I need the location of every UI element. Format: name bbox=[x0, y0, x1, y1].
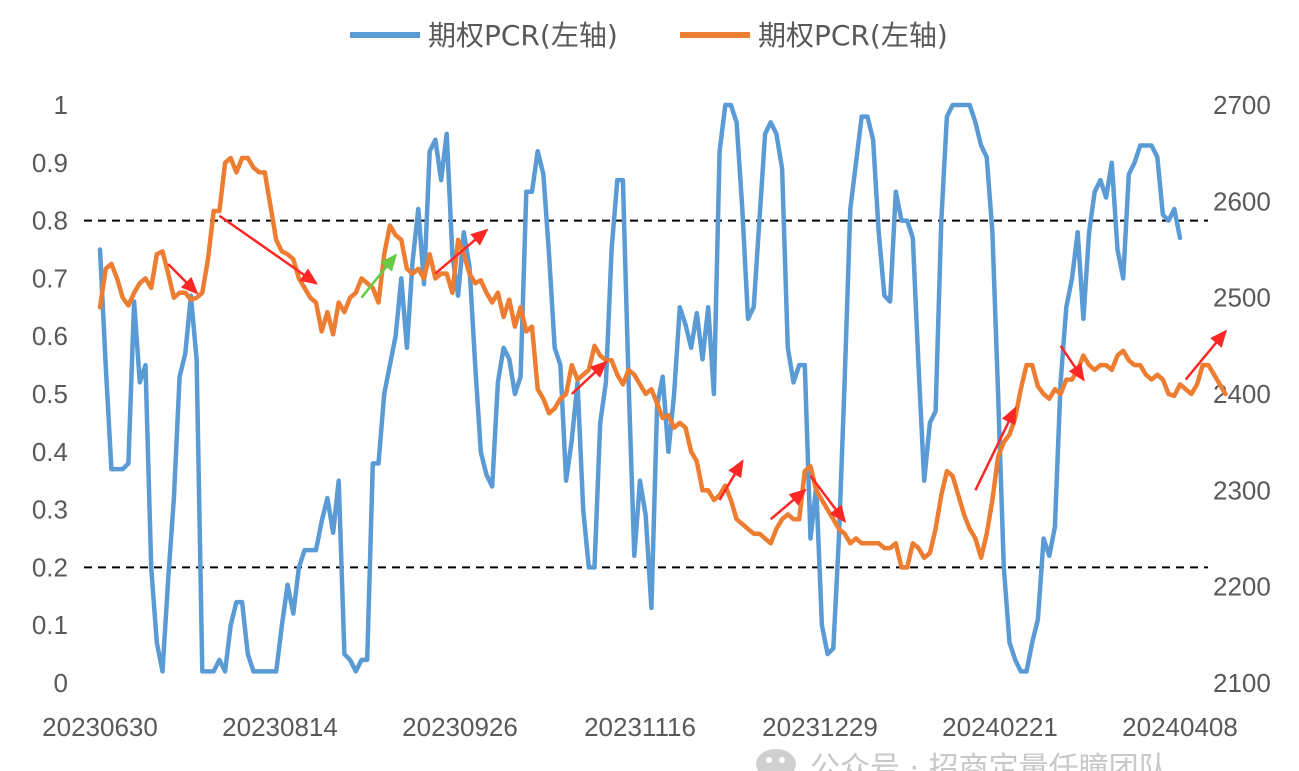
right-tick-label: 2700 bbox=[1213, 90, 1271, 120]
left-tick-label: 1 bbox=[54, 90, 68, 120]
left-tick-label: 0.1 bbox=[32, 610, 68, 640]
annotation-arrow-red bbox=[167, 263, 199, 295]
left-tick-label: 0.9 bbox=[32, 148, 68, 178]
series-line-orange bbox=[97, 155, 1228, 570]
x-tick-label: 20230926 bbox=[402, 712, 518, 742]
right-tick-label: 2300 bbox=[1213, 475, 1271, 505]
left-tick-label: 0.4 bbox=[32, 437, 68, 467]
left-tick-label: 0.7 bbox=[32, 263, 68, 293]
x-tick-label: 20231229 bbox=[762, 712, 878, 742]
x-tick-label: 20230630 bbox=[42, 712, 158, 742]
left-tick-label: 0.6 bbox=[32, 321, 68, 351]
x-axis-ticks: 20230630 20230814 20230926 20231116 20231229… bbox=[42, 712, 1238, 742]
right-tick-label: 2200 bbox=[1213, 572, 1271, 602]
legend-label-orange: 期权PCR(左轴) bbox=[758, 19, 948, 52]
series-lines bbox=[97, 102, 1228, 674]
left-tick-label: 0.3 bbox=[32, 495, 68, 525]
right-tick-label: 2600 bbox=[1213, 186, 1271, 216]
legend-label-blue: 期权PCR(左轴) bbox=[428, 19, 618, 52]
annotation-arrow-red bbox=[570, 360, 608, 395]
annotation-arrow-red bbox=[434, 228, 489, 275]
right-axis-ticks: 2100 2200 2300 2400 2500 2600 2700 bbox=[1213, 90, 1271, 698]
left-tick-label: 0.8 bbox=[32, 206, 68, 236]
annotation-arrow-red bbox=[769, 488, 807, 521]
annotation-arrow-red bbox=[809, 475, 847, 524]
left-tick-label: 0.2 bbox=[32, 552, 68, 582]
right-tick-label: 2400 bbox=[1213, 379, 1271, 409]
x-tick-label: 20231116 bbox=[584, 712, 696, 742]
annotation-arrow-red bbox=[1059, 345, 1085, 382]
legend: 期权PCR(左轴) 期权PCR(左轴) bbox=[350, 19, 948, 52]
annotation-arrow-red bbox=[718, 459, 744, 501]
right-tick-label: 2100 bbox=[1213, 668, 1271, 698]
annotation-arrow-red bbox=[1184, 329, 1228, 381]
left-tick-label: 0 bbox=[54, 668, 68, 698]
x-tick-label: 20240408 bbox=[1122, 712, 1238, 742]
left-axis-ticks: 0 0.1 0.2 0.3 0.4 0.5 0.6 0.7 0.8 0.9 1 bbox=[32, 90, 68, 698]
left-tick-label: 0.5 bbox=[32, 379, 68, 409]
right-tick-label: 2500 bbox=[1213, 283, 1271, 313]
x-tick-label: 20230814 bbox=[222, 712, 338, 742]
annotation-arrow-red bbox=[218, 214, 319, 285]
annotation-arrow-green bbox=[360, 253, 398, 299]
annotation-arrow-red bbox=[974, 406, 1017, 491]
wechat-icon bbox=[756, 749, 796, 771]
x-tick-label: 20240221 bbox=[942, 712, 1058, 742]
watermark: 公众号 · 招商定量任瞳团队 bbox=[756, 749, 1169, 771]
trend-arrows bbox=[167, 214, 1228, 524]
watermark-text: 公众号 · 招商定量任瞳团队 bbox=[810, 751, 1169, 771]
